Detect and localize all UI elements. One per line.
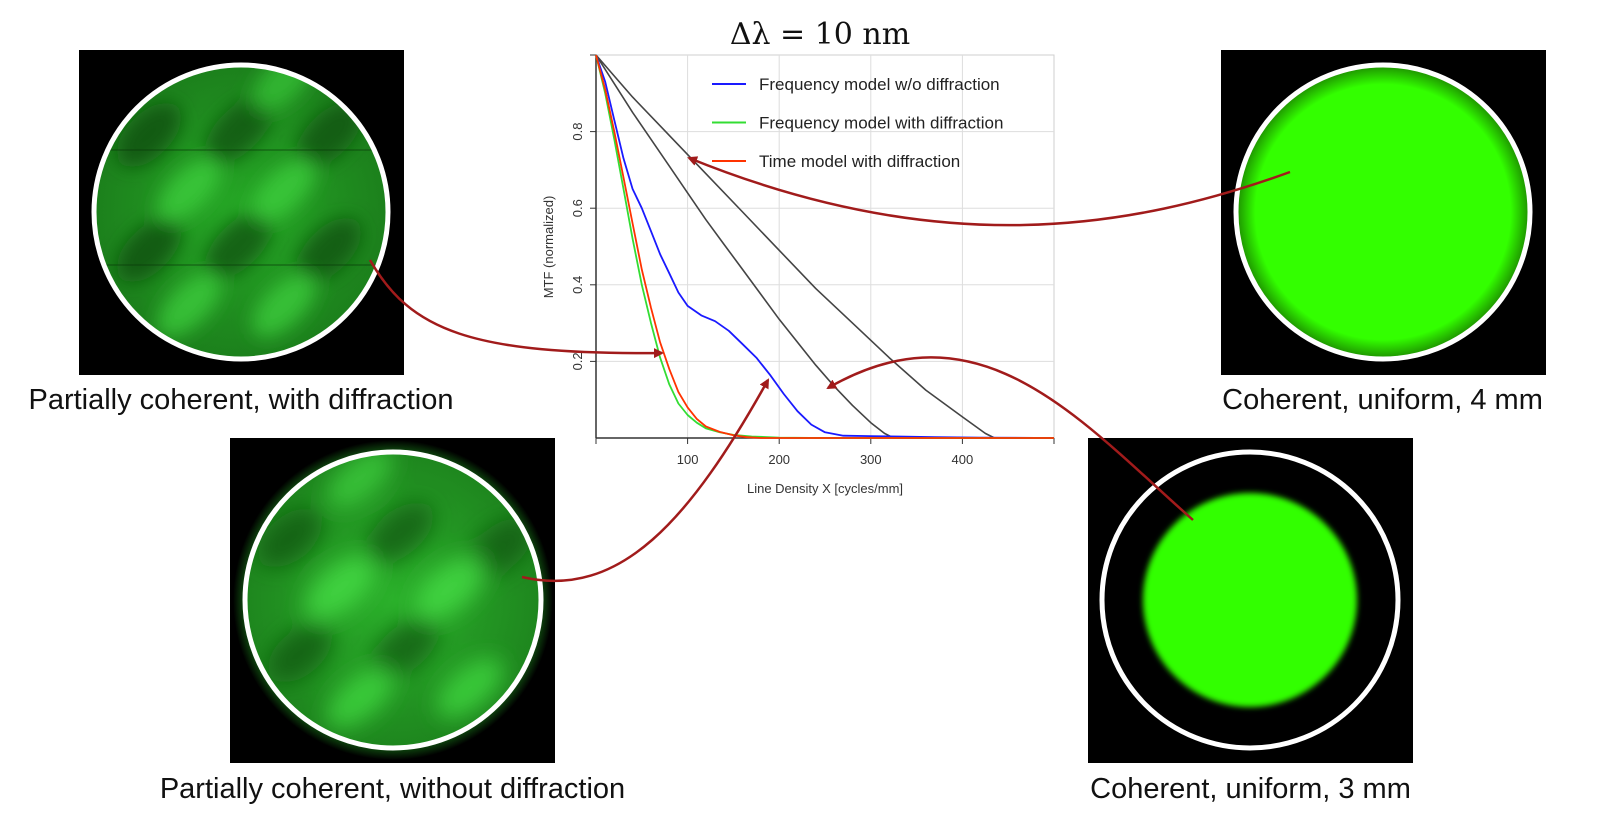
y-tick-label: 0.8 — [570, 123, 585, 141]
x-tick-label: 100 — [677, 452, 699, 467]
series-line-reference-3 — [595, 54, 1054, 439]
series-line-time-model-with-diffraction — [595, 54, 1054, 439]
legend-label: Frequency model w/o diffraction — [759, 75, 1000, 94]
y-tick-label: 0.6 — [570, 199, 585, 217]
y-tick-label: 0.4 — [570, 276, 585, 294]
aperture-ring — [91, 62, 391, 362]
plot-area-border — [595, 54, 1055, 439]
y-tick-label: 0.2 — [570, 352, 585, 370]
aperture-ring — [242, 449, 544, 751]
aperture-ring — [1099, 449, 1401, 751]
image-panel-partially-coherent-without-diffraction — [230, 438, 555, 763]
y-axis-label: MTF (normalized) — [541, 196, 556, 299]
chart-legend: Frequency model w/o diffraction Frequency… — [712, 75, 1003, 171]
x-tick-label: 400 — [952, 452, 974, 467]
x-axis-label: Line Density X [cycles/mm] — [747, 481, 903, 496]
legend-label: Frequency model with diffraction — [759, 114, 1003, 133]
caption-coherent-uniform-4mm: Coherent, uniform, 4 mm — [1222, 384, 1543, 416]
series-line-reference-4 — [595, 54, 1054, 439]
uniform-disk-image — [1099, 449, 1401, 751]
chart-series — [595, 54, 1055, 439]
legend-label: Time model with diffraction — [759, 152, 960, 171]
x-tick-label: 300 — [860, 452, 882, 467]
speckle-disk-image — [91, 62, 391, 362]
caption-coherent-uniform-3mm: Coherent, uniform, 3 mm — [1090, 773, 1411, 805]
series-line-frequency-model-with-diffraction — [595, 54, 1054, 439]
caption-partially-coherent-with-diffraction: Partially coherent, with diffraction — [28, 384, 454, 416]
image-panel-partially-coherent-with-diffraction — [79, 50, 404, 375]
speckle-disk-image — [233, 440, 553, 760]
series-line-frequency-model-w-o-diffraction — [595, 54, 1055, 439]
chart-title: Δλ = 10 nm — [730, 17, 910, 52]
x-tick-label: 200 — [768, 452, 790, 467]
chart-grid — [595, 54, 1055, 439]
caption-partially-coherent-without-diffraction: Partially coherent, without diffraction — [159, 773, 626, 805]
